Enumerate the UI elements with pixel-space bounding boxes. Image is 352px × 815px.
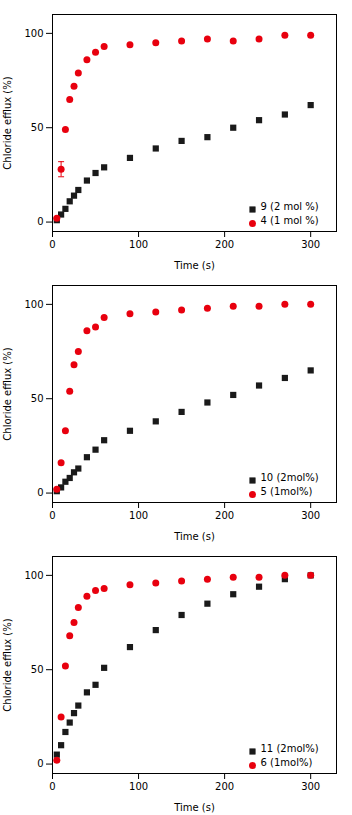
svg-text:Time (s): Time (s) bbox=[173, 531, 215, 542]
svg-text:100: 100 bbox=[129, 510, 148, 521]
svg-text:Chloride efflux (%): Chloride efflux (%) bbox=[2, 618, 13, 711]
svg-text:0: 0 bbox=[37, 758, 43, 769]
svg-text:Time (s): Time (s) bbox=[173, 260, 215, 271]
svg-text:50: 50 bbox=[31, 122, 44, 133]
svg-text:50: 50 bbox=[31, 393, 44, 404]
svg-text:50: 50 bbox=[31, 664, 44, 675]
svg-text:Chloride efflux (%): Chloride efflux (%) bbox=[2, 347, 13, 440]
svg-text:10 (2mol%): 10 (2mol%) bbox=[261, 472, 319, 483]
svg-text:100: 100 bbox=[24, 299, 43, 310]
svg-text:100: 100 bbox=[24, 570, 43, 581]
svg-text:200: 200 bbox=[215, 781, 234, 792]
svg-text:9 (2 mol %): 9 (2 mol %) bbox=[261, 201, 319, 212]
svg-text:0: 0 bbox=[49, 510, 55, 521]
svg-text:5 (1mol%): 5 (1mol%) bbox=[261, 486, 313, 497]
svg-text:300: 300 bbox=[301, 781, 320, 792]
svg-text:300: 300 bbox=[301, 510, 320, 521]
svg-text:100: 100 bbox=[129, 781, 148, 792]
svg-text:0: 0 bbox=[37, 487, 43, 498]
svg-text:0: 0 bbox=[49, 239, 55, 250]
svg-text:300: 300 bbox=[301, 239, 320, 250]
svg-text:200: 200 bbox=[215, 510, 234, 521]
svg-text:6 (1mol%): 6 (1mol%) bbox=[261, 757, 313, 768]
svg-text:Time (s): Time (s) bbox=[173, 802, 215, 813]
svg-text:4 (1 mol %): 4 (1 mol %) bbox=[261, 215, 319, 226]
svg-text:200: 200 bbox=[215, 239, 234, 250]
svg-text:100: 100 bbox=[129, 239, 148, 250]
svg-text:0: 0 bbox=[37, 216, 43, 227]
svg-text:Chloride efflux (%): Chloride efflux (%) bbox=[2, 76, 13, 169]
svg-text:100: 100 bbox=[24, 28, 43, 39]
svg-text:11 (2mol%): 11 (2mol%) bbox=[261, 743, 319, 754]
svg-text:0: 0 bbox=[49, 781, 55, 792]
